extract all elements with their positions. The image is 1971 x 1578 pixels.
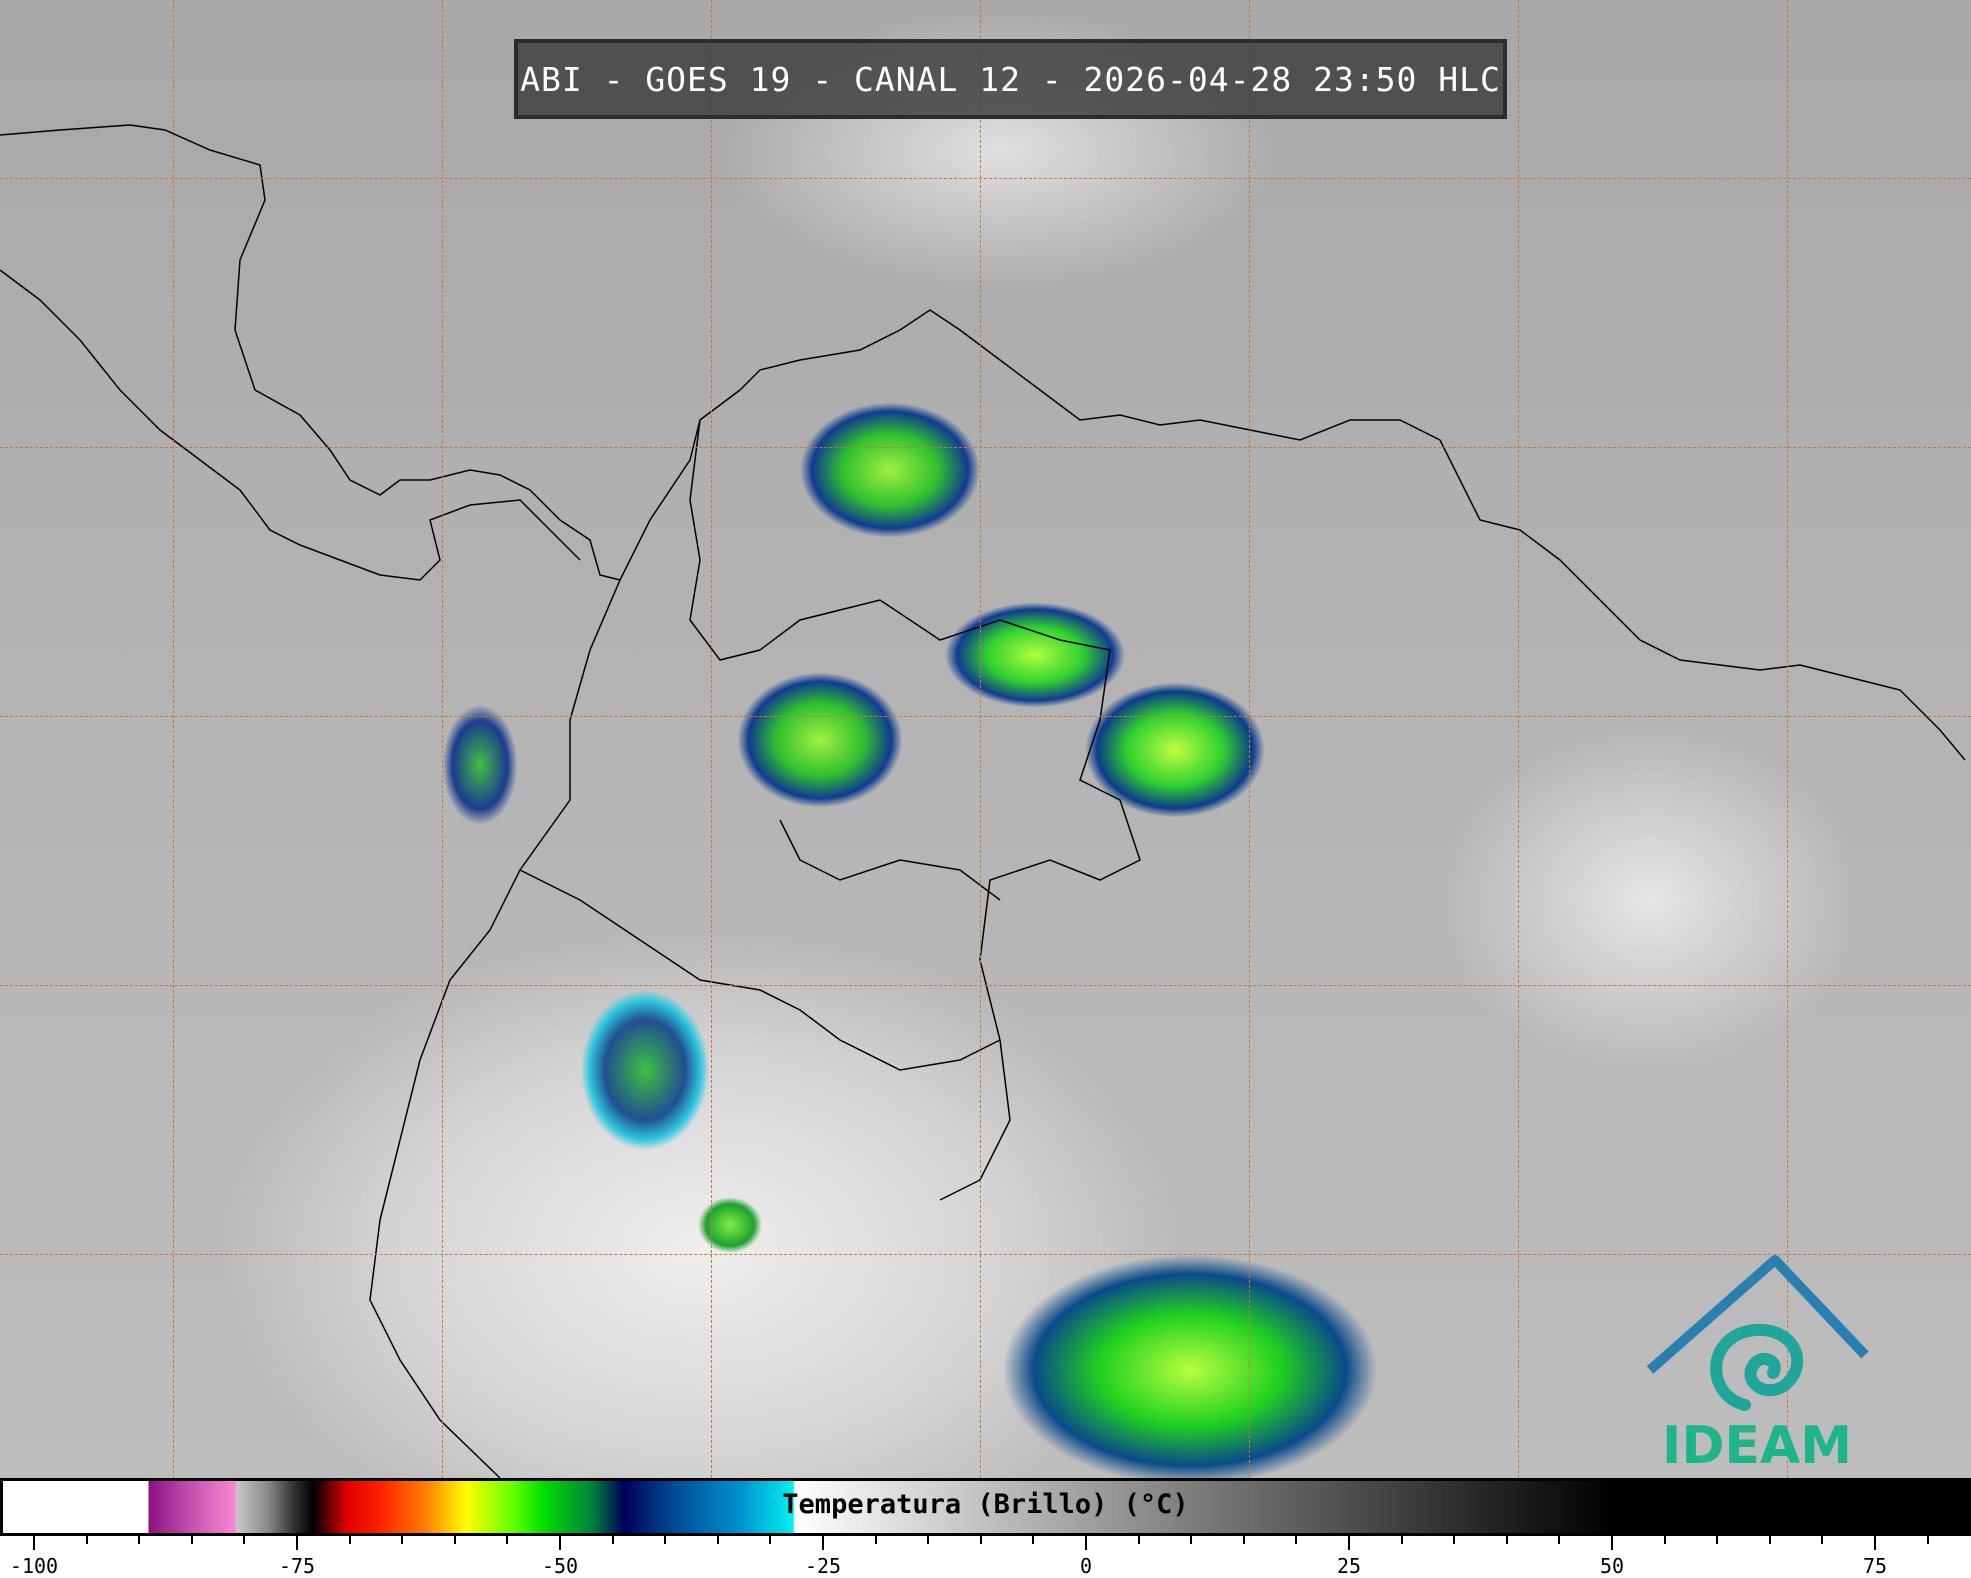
major-tick [1611, 1536, 1613, 1550]
minor-tick [1716, 1536, 1719, 1544]
temperature-colorbar: Temperatura (Brillo) (°C) [0, 1478, 1971, 1536]
major-tick [1874, 1536, 1876, 1550]
minor-tick [664, 1536, 667, 1544]
tick-label: 0 [1079, 1554, 1093, 1578]
gridline [1518, 0, 1519, 1478]
minor-tick [1190, 1536, 1193, 1544]
gridline [0, 447, 1971, 448]
major-tick [296, 1536, 298, 1550]
minor-tick [1400, 1536, 1403, 1544]
minor-tick [1242, 1536, 1245, 1544]
gridline [1249, 0, 1250, 1478]
major-tick [1348, 1536, 1350, 1550]
tick-label: -50 [541, 1554, 579, 1578]
minor-tick [138, 1536, 141, 1544]
gridline [1787, 0, 1788, 1478]
tick-label: -75 [278, 1554, 316, 1578]
major-tick [822, 1536, 824, 1550]
ideam-logo: IDEAM [1646, 1255, 1869, 1470]
gridline [0, 1254, 1971, 1255]
gridline [980, 0, 981, 1478]
tick-label: 50 [1599, 1554, 1625, 1578]
major-tick [559, 1536, 561, 1550]
minor-tick [716, 1536, 719, 1544]
minor-tick [1505, 1536, 1508, 1544]
minor-tick [1768, 1536, 1771, 1544]
minor-tick [979, 1536, 982, 1544]
tick-label: 75 [1862, 1554, 1888, 1578]
satellite-image: ABI - GOES 19 - CANAL 12 - 2026-04-28 23… [0, 0, 1971, 1478]
minor-tick [769, 1536, 772, 1544]
minor-tick [506, 1536, 509, 1544]
tick-label: -100 [9, 1554, 59, 1578]
minor-tick [874, 1536, 877, 1544]
minor-tick [927, 1536, 930, 1544]
minor-tick [1453, 1536, 1456, 1544]
minor-tick [453, 1536, 456, 1544]
gridline [0, 985, 1971, 986]
minor-tick [1663, 1536, 1666, 1544]
minor-tick [1926, 1536, 1929, 1544]
minor-tick [1032, 1536, 1035, 1544]
colorbar-axis: -100 -75 -50 -25 0 25 50 75 [0, 1536, 1971, 1578]
gridline [711, 0, 712, 1478]
gridline [0, 178, 1971, 179]
minor-tick [1137, 1536, 1140, 1544]
gridline [173, 0, 174, 1478]
minor-tick [611, 1536, 614, 1544]
minor-tick [348, 1536, 351, 1544]
minor-tick [401, 1536, 404, 1544]
logo-text: IDEAM [1662, 1416, 1852, 1470]
colorbar-label: Temperatura (Brillo) (°C) [782, 1489, 1189, 1520]
image-title: ABI - GOES 19 - CANAL 12 - 2026-04-28 23… [514, 39, 1507, 119]
minor-tick [190, 1536, 193, 1544]
major-tick [1085, 1536, 1087, 1550]
tick-label: 25 [1336, 1554, 1362, 1578]
minor-tick [85, 1536, 88, 1544]
major-tick [33, 1536, 35, 1550]
tick-label: -25 [804, 1554, 842, 1578]
gridline [442, 0, 443, 1478]
minor-tick [243, 1536, 246, 1544]
coastlines-borders [0, 124, 1966, 1478]
minor-tick [1821, 1536, 1824, 1544]
gridline [0, 716, 1971, 717]
minor-tick [1558, 1536, 1561, 1544]
minor-tick [1295, 1536, 1298, 1544]
